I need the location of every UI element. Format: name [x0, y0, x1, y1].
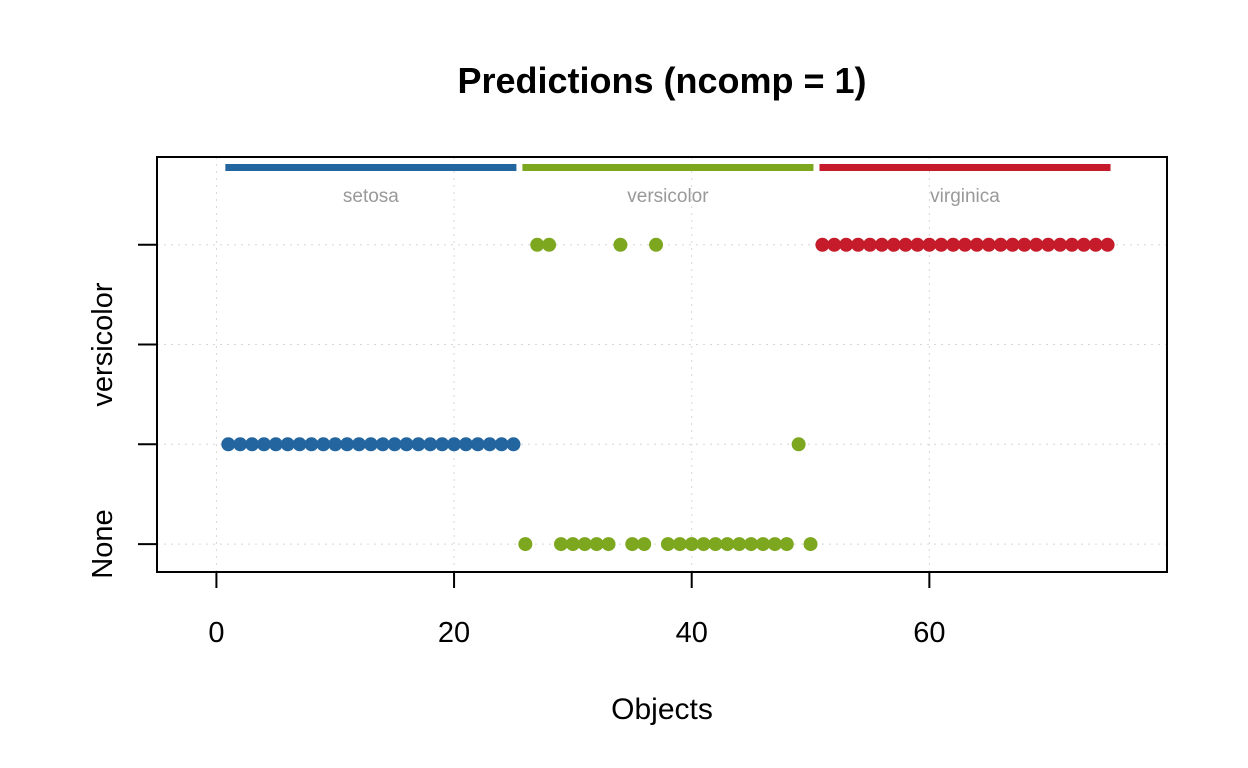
- point-setosa: [363, 437, 378, 452]
- grid: [157, 157, 1168, 572]
- point-versicolor: [732, 537, 747, 552]
- group-label-versicolor: versicolor: [627, 186, 709, 207]
- point-versicolor: [779, 537, 794, 552]
- x-tick-label: 40: [676, 617, 708, 649]
- point-setosa: [506, 437, 521, 452]
- point-versicolor: [803, 537, 818, 552]
- point-versicolor: [530, 237, 545, 252]
- data-points: [221, 237, 1115, 552]
- point-virginica: [851, 237, 866, 252]
- point-virginica: [1053, 237, 1068, 252]
- point-versicolor: [720, 537, 735, 552]
- point-virginica: [958, 237, 972, 252]
- point-versicolor: [708, 537, 723, 552]
- point-versicolor: [767, 537, 782, 552]
- point-versicolor: [791, 437, 806, 452]
- point-setosa: [268, 437, 283, 452]
- point-virginica: [981, 237, 996, 252]
- point-setosa: [245, 437, 260, 452]
- point-setosa: [221, 437, 236, 452]
- point-setosa: [447, 437, 462, 452]
- point-virginica: [993, 237, 1008, 252]
- point-virginica: [1088, 237, 1103, 252]
- point-virginica: [1041, 237, 1056, 252]
- point-virginica: [969, 237, 984, 252]
- point-virginica: [815, 237, 830, 252]
- point-versicolor: [672, 537, 687, 552]
- point-versicolor: [649, 237, 664, 252]
- point-virginica: [1064, 237, 1079, 252]
- plot-frame: [156, 156, 1168, 573]
- point-versicolor: [684, 537, 699, 552]
- group-bar-virginica: [819, 164, 1111, 171]
- group-label-setosa: setosa: [343, 186, 399, 207]
- point-setosa: [387, 437, 402, 452]
- point-versicolor: [625, 537, 640, 552]
- point-setosa: [482, 437, 497, 452]
- point-virginica: [1076, 237, 1091, 252]
- point-setosa: [435, 437, 450, 452]
- point-versicolor: [577, 537, 592, 552]
- point-versicolor: [756, 537, 770, 552]
- point-virginica: [1005, 237, 1020, 252]
- point-setosa: [280, 437, 295, 452]
- x-tick-label: 0: [208, 617, 224, 649]
- y-tick-label: None: [87, 509, 119, 578]
- x-tick-label: 20: [438, 617, 470, 649]
- point-virginica: [934, 237, 949, 252]
- point-setosa: [411, 437, 426, 452]
- group-bars: setosa versicolor virginica: [225, 164, 1111, 207]
- point-virginica: [886, 237, 901, 252]
- x-axis-label: Objects: [611, 693, 713, 726]
- point-setosa: [328, 437, 343, 452]
- point-versicolor: [613, 237, 628, 252]
- point-setosa: [340, 437, 355, 452]
- point-virginica: [946, 237, 961, 252]
- point-virginica: [1017, 237, 1032, 252]
- point-setosa: [233, 437, 248, 452]
- point-versicolor: [696, 537, 711, 552]
- point-virginica: [827, 237, 842, 252]
- point-virginica: [874, 237, 889, 252]
- point-versicolor: [601, 537, 616, 552]
- point-setosa: [316, 437, 331, 452]
- y-tick-label: versicolor: [87, 282, 119, 406]
- point-setosa: [304, 437, 319, 452]
- point-setosa: [423, 437, 438, 452]
- group-bar-versicolor: [522, 164, 814, 171]
- point-setosa: [352, 437, 366, 452]
- point-versicolor: [660, 537, 675, 552]
- point-versicolor: [637, 537, 652, 552]
- point-setosa: [494, 437, 509, 452]
- point-versicolor: [589, 537, 604, 552]
- point-setosa: [375, 437, 390, 452]
- point-virginica: [922, 237, 937, 252]
- group-bar-setosa: [225, 164, 517, 171]
- point-setosa: [458, 437, 473, 452]
- point-virginica: [1100, 237, 1115, 252]
- point-versicolor: [542, 237, 557, 252]
- group-label-virginica: virginica: [930, 186, 1000, 207]
- point-versicolor: [565, 537, 580, 552]
- point-virginica: [862, 237, 877, 252]
- point-versicolor: [554, 537, 568, 552]
- chart-title: Predictions (ncomp = 1): [457, 60, 866, 101]
- point-setosa: [292, 437, 307, 452]
- point-setosa: [256, 437, 271, 452]
- point-versicolor: [518, 537, 533, 552]
- point-versicolor: [744, 537, 759, 552]
- point-virginica: [898, 237, 913, 252]
- x-tick-label: 60: [913, 617, 945, 649]
- point-setosa: [399, 437, 414, 452]
- axes: 0 20 40 60 None versicolor: [87, 243, 945, 649]
- point-virginica: [1029, 237, 1044, 252]
- point-virginica: [839, 237, 854, 252]
- point-virginica: [910, 237, 925, 252]
- point-setosa: [470, 437, 485, 452]
